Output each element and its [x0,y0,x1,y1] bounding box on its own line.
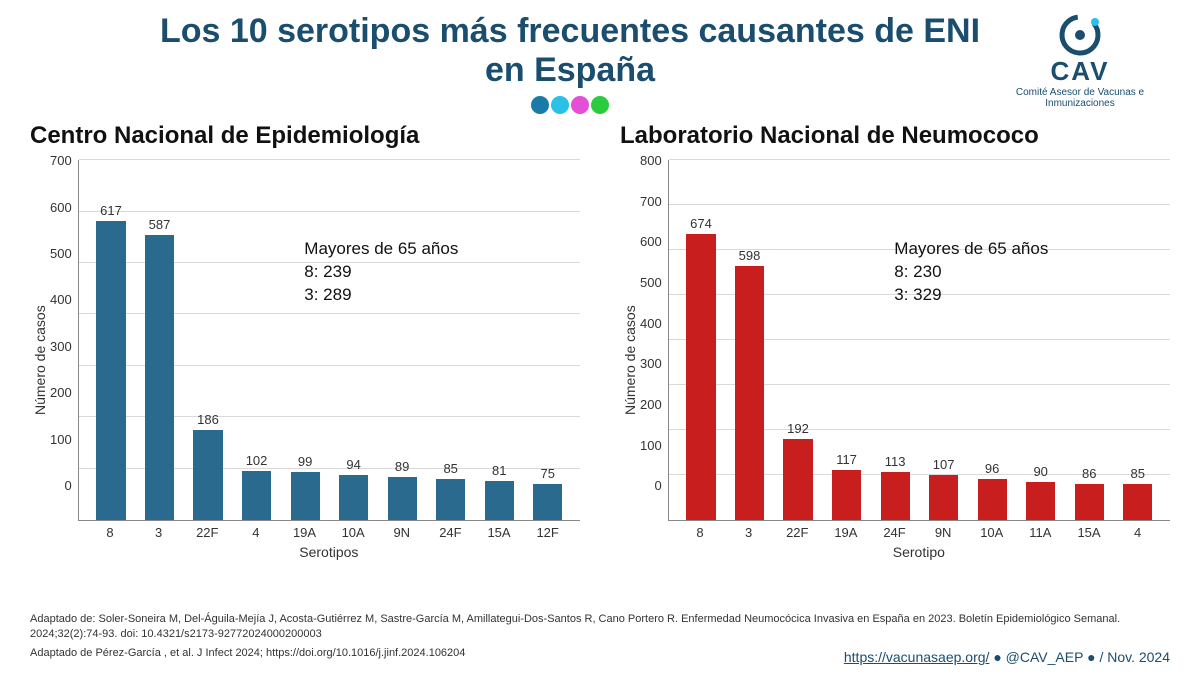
logo-ring-icon [1057,12,1103,58]
bar: 96 [968,461,1017,520]
bar-value-label: 81 [492,463,506,478]
logo-acronym: CAV [990,56,1170,87]
bar: 99 [281,454,330,520]
page-title: Los 10 serotipos más frecuentes causante… [150,12,990,90]
bar: 102 [232,453,281,521]
x-axis-label: Serotipos [78,544,580,560]
bar: 81 [475,463,524,520]
logo-subtitle: Comité Asesor de Vacunas e Inmunizacione… [990,87,1170,109]
bar-value-label: 617 [100,203,122,218]
bar-value-label: 75 [541,466,555,481]
bar-value-label: 85 [443,461,457,476]
y-axis-label: Número de casos [620,160,640,560]
footer-handle: @CAV_AEP [1006,649,1084,665]
x-axis-label: Serotipo [668,544,1170,560]
bar-value-label: 99 [298,454,312,469]
citation-text: Adaptado de: Soler-Soneira M, Del-Águila… [30,612,1170,642]
bar-value-label: 107 [933,457,955,472]
chart-title: Laboratorio Nacional de Neumococo [620,122,1170,150]
decorative-dots [150,96,990,114]
bar-value-label: 598 [739,248,761,263]
x-tick-labels: 8322F419A10A9N24F15A12F [78,521,580,540]
bar: 186 [184,412,233,520]
bar-value-label: 117 [836,452,857,467]
chart-panel: Laboratorio Nacional de Neumococo Número … [620,122,1170,560]
bar: 113 [871,454,920,520]
bar: 674 [677,216,726,520]
bar-value-label: 85 [1131,466,1145,481]
bar: 85 [426,461,475,520]
y-ticks: 8007006005004003002001000 [640,153,668,493]
bar-value-label: 90 [1033,464,1047,479]
bar: 86 [1065,466,1114,521]
x-tick-labels: 8322F19A24F9N10A11A15A4 [668,521,1170,540]
decorative-dot [571,96,589,114]
bar: 598 [725,248,774,520]
plot-area: 674 598 192 117 113 107 96 90 86 85 Mayores de 65 … [668,160,1170,521]
charts-container: Centro Nacional de Epidemiología Número d… [0,114,1200,560]
bar: 85 [1113,466,1162,520]
bar: 617 [87,203,136,521]
bar-value-label: 192 [787,421,809,436]
bar-value-label: 674 [690,216,712,231]
decorative-dot [531,96,549,114]
bar-value-label: 102 [246,453,268,468]
bar: 75 [523,466,572,520]
cav-logo: CAV Comité Asesor de Vacunas e Inmunizac… [990,12,1170,109]
bar: 94 [329,457,378,521]
plot-area: 617 587 186 102 99 94 89 85 81 75 Mayores de 65 añ… [78,160,580,521]
bar: 587 [135,217,184,520]
bar: 117 [822,452,871,520]
bar: 90 [1016,464,1065,520]
footer-date: Nov. 2024 [1107,649,1170,665]
decorative-dot [591,96,609,114]
y-ticks: 7006005004003002001000 [50,153,78,493]
chart-annotation: Mayores de 65 años8: 2393: 289 [304,238,458,307]
bar: 192 [774,421,823,521]
bar-value-label: 113 [885,454,906,469]
bar-value-label: 96 [985,461,999,476]
bar: 107 [919,457,968,520]
chart-annotation: Mayores de 65 años8: 2303: 329 [894,238,1048,307]
bar: 89 [378,459,427,520]
bar-value-label: 86 [1082,466,1096,481]
decorative-dot [551,96,569,114]
y-axis-label: Número de casos [30,160,50,560]
bar-value-label: 186 [197,412,219,427]
bar-value-label: 587 [149,217,171,232]
chart-title: Centro Nacional de Epidemiología [30,122,580,150]
footer-attribution: https://vacunasaep.org/ ● @CAV_AEP ● / N… [844,649,1170,665]
chart-panel: Centro Nacional de Epidemiología Número d… [30,122,580,560]
bar-value-label: 94 [346,457,360,472]
footer-url[interactable]: https://vacunasaep.org/ [844,649,990,665]
bar-value-label: 89 [395,459,409,474]
